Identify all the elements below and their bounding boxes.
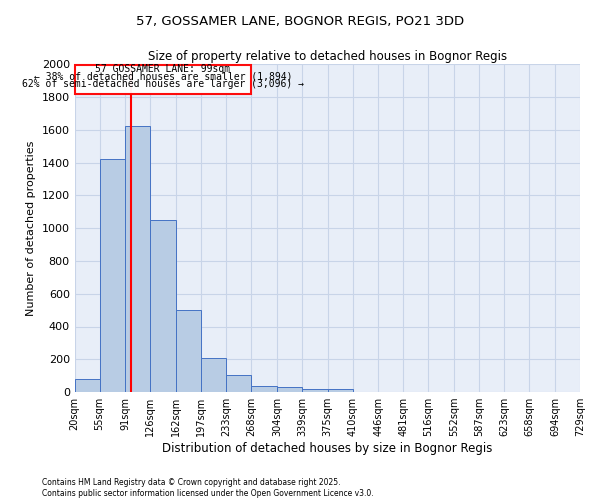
X-axis label: Distribution of detached houses by size in Bognor Regis: Distribution of detached houses by size …: [162, 442, 493, 455]
Bar: [125, 126, 150, 392]
Bar: [74, 379, 100, 392]
Bar: [100, 160, 125, 392]
Bar: [74, 65, 251, 94]
Bar: [150, 220, 176, 392]
Bar: [328, 389, 353, 392]
Text: 62% of semi-detached houses are larger (3,096) →: 62% of semi-detached houses are larger (…: [22, 80, 304, 90]
Bar: [251, 386, 277, 392]
Bar: [277, 388, 302, 392]
Bar: [201, 358, 226, 392]
Y-axis label: Number of detached properties: Number of detached properties: [26, 140, 36, 316]
Bar: [176, 310, 201, 392]
Bar: [226, 375, 251, 392]
Text: Contains HM Land Registry data © Crown copyright and database right 2025.
Contai: Contains HM Land Registry data © Crown c…: [42, 478, 374, 498]
Title: Size of property relative to detached houses in Bognor Regis: Size of property relative to detached ho…: [148, 50, 507, 63]
Bar: [302, 389, 328, 392]
Text: 57 GOSSAMER LANE: 99sqm: 57 GOSSAMER LANE: 99sqm: [95, 64, 230, 74]
Text: ← 38% of detached houses are smaller (1,894): ← 38% of detached houses are smaller (1,…: [34, 72, 292, 82]
Text: 57, GOSSAMER LANE, BOGNOR REGIS, PO21 3DD: 57, GOSSAMER LANE, BOGNOR REGIS, PO21 3D…: [136, 15, 464, 28]
